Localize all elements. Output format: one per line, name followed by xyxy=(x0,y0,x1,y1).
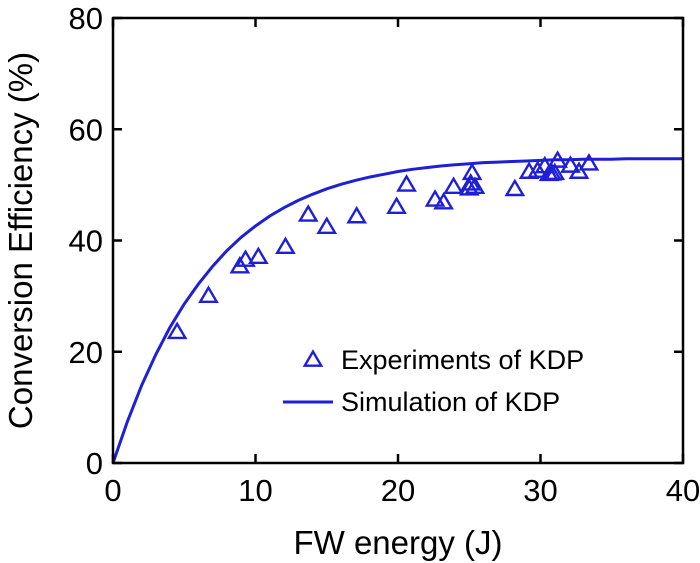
experiment-point xyxy=(275,236,296,255)
legend: Experiments of KDP Simulation of KDP xyxy=(283,345,584,417)
x-tick-label-1: 10 xyxy=(238,473,272,508)
x-tick-label-3: 30 xyxy=(523,473,557,508)
experiment-point xyxy=(248,246,269,265)
experiment-point xyxy=(560,155,581,173)
experiment-point xyxy=(458,178,480,196)
experiment-point xyxy=(346,205,368,224)
experiment-point xyxy=(386,196,407,214)
x-tick-label-0: 0 xyxy=(104,473,121,508)
legend-label-simulation: Simulation of KDP xyxy=(341,387,560,417)
experiment-point xyxy=(424,189,446,207)
legend-marker-experiments xyxy=(302,349,324,367)
y-tick-label-3: 60 xyxy=(69,112,103,147)
experiment-point xyxy=(504,178,526,197)
experiment-point xyxy=(198,285,219,303)
experiment-point xyxy=(166,321,188,340)
experiment-point xyxy=(460,173,482,191)
x-tick-label-2: 20 xyxy=(381,473,415,508)
experiment-point xyxy=(464,176,486,194)
experiment-point xyxy=(316,216,338,235)
simulation-line xyxy=(111,157,683,464)
y-tick-label-0: 0 xyxy=(86,446,103,481)
experiment-point xyxy=(235,249,256,267)
experiment-point xyxy=(433,191,454,210)
experiment-point xyxy=(461,162,483,181)
legend-triangle-icon xyxy=(302,349,324,367)
legend-label-experiments: Experiments of KDP xyxy=(341,345,584,375)
experiment-point xyxy=(578,152,600,171)
experiment-point xyxy=(443,176,464,194)
experiment-point xyxy=(568,161,590,179)
experiment-point xyxy=(547,150,568,168)
y-tick-label-4: 80 xyxy=(69,1,103,36)
experiment-point xyxy=(544,162,566,181)
y-axis-label: Conversion Efficiency (%) xyxy=(2,52,39,429)
experiment-point xyxy=(297,204,319,222)
y-tick-label-2: 40 xyxy=(69,224,103,259)
y-tick-label-1: 20 xyxy=(69,335,103,370)
experiment-point xyxy=(396,174,417,192)
experiment-point xyxy=(527,160,548,178)
x-axis-label: FW energy (J) xyxy=(293,524,502,561)
x-tick-label-4: 40 xyxy=(666,473,700,508)
